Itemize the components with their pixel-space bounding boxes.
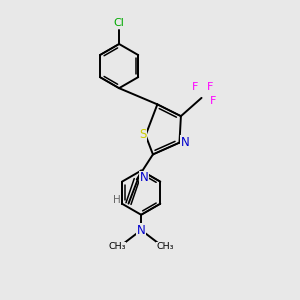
Text: N: N [137,224,146,237]
Text: F: F [207,82,213,92]
Text: S: S [139,128,146,141]
Text: H: H [113,195,121,205]
Text: Cl: Cl [114,18,124,28]
Text: N: N [181,136,190,148]
Text: CH₃: CH₃ [157,242,174,251]
Text: F: F [209,96,216,106]
Text: N: N [140,172,148,184]
Text: F: F [192,82,198,92]
Text: CH₃: CH₃ [108,242,126,251]
